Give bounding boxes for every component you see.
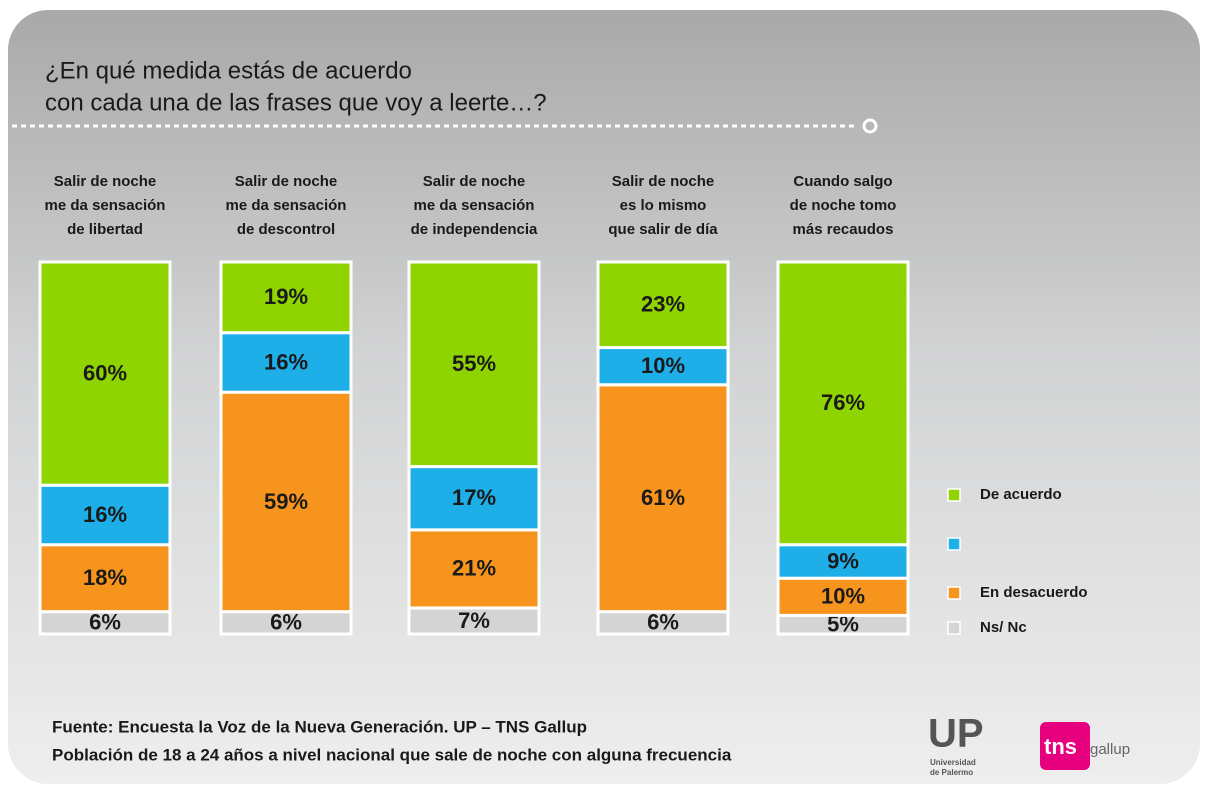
data-label: 23%	[641, 292, 685, 317]
legend-swatch	[947, 537, 961, 551]
footer: Fuente: Encuesta la Voz de la Nueva Gene…	[52, 717, 587, 736]
logo-tns-box	[1040, 722, 1090, 770]
data-label: 6%	[89, 610, 121, 635]
divider-end	[862, 118, 878, 134]
data-label: 76%	[821, 390, 865, 415]
data-label: 6%	[647, 610, 679, 635]
bar-segment	[776, 260, 910, 547]
data-label: 6%	[270, 610, 302, 635]
bar-segment	[38, 260, 172, 487]
bar-segment	[407, 528, 541, 610]
bar-segment	[776, 543, 910, 580]
legend-label: Ns/ Nc	[980, 619, 1027, 636]
x-tick-label: Salir de noche	[54, 173, 157, 190]
x-tick-label: de libertad	[67, 221, 143, 238]
data-label: 19%	[264, 284, 308, 309]
legend-swatch	[947, 586, 961, 600]
x-tick-label: Salir de noche	[612, 173, 715, 190]
legend-label: En desacuerdo	[980, 584, 1088, 601]
bar-segment	[596, 346, 730, 387]
bar-segment	[407, 465, 541, 532]
logo-gallup: gallup	[1090, 741, 1130, 758]
bar-segment	[219, 260, 353, 335]
x-tick-label: me da sensación	[226, 197, 347, 214]
bar-segment	[407, 260, 541, 469]
data-label: 16%	[264, 349, 308, 374]
x-tick-label: Salir de noche	[423, 173, 526, 190]
x-tick-label: que salir de día	[608, 221, 718, 238]
x-tick-label: más recaudos	[793, 221, 894, 238]
legend-swatch	[947, 488, 961, 502]
data-label: 17%	[452, 485, 496, 510]
data-label: 16%	[83, 502, 127, 527]
chart-title: con cada una de las frases que voy a lee…	[45, 89, 547, 116]
bar-segment	[596, 383, 730, 614]
logo-up-sub: Universidad	[930, 758, 976, 767]
logo-tns: tns	[1044, 734, 1077, 759]
x-tick-label: de descontrol	[237, 221, 335, 238]
data-label: 60%	[83, 360, 127, 385]
bar-segment	[596, 260, 730, 350]
legend-swatch	[947, 621, 961, 635]
data-label: 59%	[264, 489, 308, 514]
bar-segment	[776, 576, 910, 617]
data-label: 7%	[458, 608, 490, 633]
chart-title: ¿En qué medida estás de acuerdo	[45, 57, 412, 84]
x-tick-label: me da sensación	[414, 197, 535, 214]
bar-segment	[38, 543, 172, 614]
x-tick-label: me da sensación	[45, 197, 166, 214]
legend-label: De acuerdo	[980, 486, 1062, 503]
data-label: 21%	[452, 556, 496, 581]
data-label: 55%	[452, 351, 496, 376]
bar-segment	[219, 390, 353, 614]
bar-segment	[219, 331, 353, 394]
x-tick-label: de independencia	[411, 221, 538, 238]
x-tick-label: Cuando salgo	[793, 173, 892, 190]
footer: Población de 18 a 24 años a nivel nacion…	[52, 745, 732, 764]
x-tick-label: es lo mismo	[620, 197, 707, 214]
data-label: 10%	[821, 584, 865, 609]
data-label: 61%	[641, 485, 685, 510]
logo-up-sub: de Palermo	[930, 768, 973, 777]
data-label: 18%	[83, 565, 127, 590]
x-tick-label: de noche tomo	[790, 197, 897, 214]
logo-up: UP	[928, 712, 984, 756]
data-label: 9%	[827, 548, 859, 573]
x-tick-label: Salir de noche	[235, 173, 338, 190]
data-label: 10%	[641, 353, 685, 378]
